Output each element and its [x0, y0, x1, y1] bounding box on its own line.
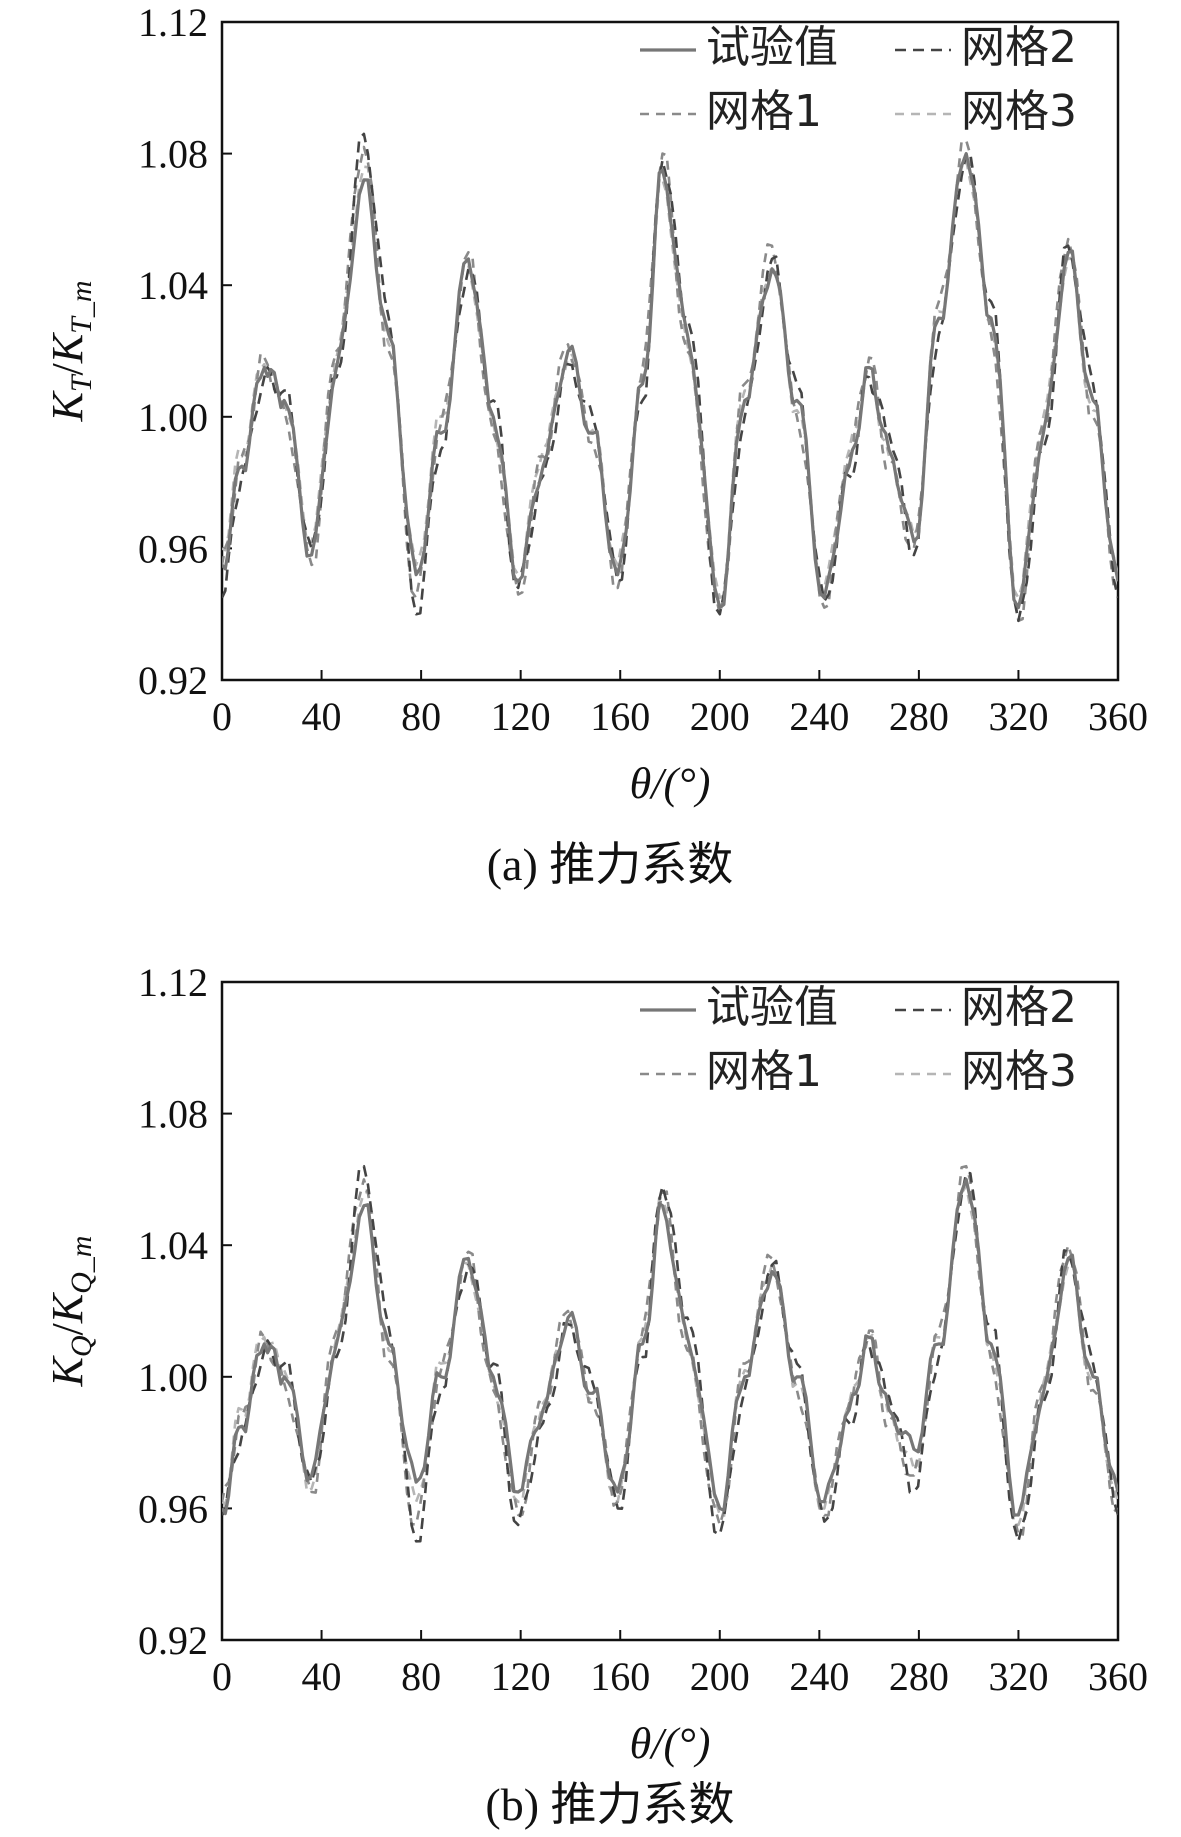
x-tick-label: 240 [789, 1654, 849, 1699]
x-tick-label: 320 [988, 1654, 1048, 1699]
y-tick-label: 1.12 [138, 960, 208, 1005]
y-title-num: K [43, 390, 92, 423]
legend-label-2: 网格1 [706, 86, 822, 137]
x-tick-label: 0 [212, 1654, 232, 1699]
y-tick-label: 1.08 [138, 132, 208, 177]
x-axis-title: θ/(°) [630, 759, 711, 808]
y-tick-label: 1.00 [138, 395, 208, 440]
legend-label-4: 网格3 [961, 1046, 1077, 1097]
y-tick-label: 1.00 [138, 1355, 208, 1400]
y-tick-label: 1.08 [138, 1092, 208, 1137]
panel-caption: (a) 推力系数 [487, 839, 734, 890]
legend-label-3: 网格2 [961, 982, 1077, 1033]
y-title-den-sub: Q_m [65, 1236, 98, 1294]
y-tick-label: 0.92 [138, 1618, 208, 1663]
legend-label-1: 试验值 [706, 22, 838, 73]
series-line-2 [222, 1164, 1118, 1538]
y-title-num-sub: Q [65, 1335, 98, 1357]
series-line-1 [222, 152, 1118, 610]
x-tick-label: 40 [302, 694, 342, 739]
x-tick-label: 320 [988, 694, 1048, 739]
y-title-slash: / [43, 362, 92, 375]
x-tick-label: 360 [1088, 1654, 1148, 1699]
x-tick-label: 120 [491, 694, 551, 739]
y-tick-label: 1.04 [138, 263, 208, 308]
x-tick-label: 80 [401, 694, 441, 739]
legend-label-1: 试验值 [706, 982, 838, 1033]
legend-label-3: 网格2 [961, 22, 1077, 73]
y-tick-label: 0.92 [138, 658, 208, 703]
x-tick-label: 0 [212, 694, 232, 739]
y-tick-label: 1.04 [138, 1223, 208, 1268]
y-title-den: K [43, 1291, 92, 1324]
y-title-den: K [43, 331, 92, 364]
x-tick-label: 80 [401, 1654, 441, 1699]
y-tick-label: 0.96 [138, 526, 208, 571]
y-tick-label: 1.12 [138, 0, 208, 45]
legend-label-2: 网格1 [706, 1046, 822, 1097]
chart-panel-a: 0 40 80 120 160 200 240 280 320 360 0.92 0.96 1.00 1.… [43, 0, 1148, 890]
series-line-2 [222, 139, 1118, 623]
x-tick-label: 360 [1088, 694, 1148, 739]
x-tick-label: 280 [889, 694, 949, 739]
x-tick-label: 40 [302, 1654, 342, 1699]
chart-panel-b: 0 40 80 120 160 200 240 280 320 360 0.92 0.96 1.00 1.… [43, 960, 1148, 1830]
y-axis-title: KT/KT_m [43, 281, 98, 423]
y-title-den-sub: T_m [65, 281, 98, 334]
y-title-slash: / [43, 1322, 92, 1335]
y-title-num: K [43, 1354, 92, 1387]
y-tick-label: 0.96 [138, 1486, 208, 1531]
x-tick-label: 200 [690, 1654, 750, 1699]
x-tick-label: 280 [889, 1654, 949, 1699]
y-axis-title: KQ/KQ_m [43, 1236, 98, 1388]
panel-caption: (b) 推力系数 [485, 1779, 734, 1830]
legend-label-4: 网格3 [961, 86, 1077, 137]
y-title-num-sub: T [65, 373, 98, 392]
series-line-1 [222, 1177, 1118, 1517]
plot-frame [220, 20, 1120, 682]
plot-frame [220, 980, 1120, 1642]
x-tick-label: 200 [690, 694, 750, 739]
x-tick-label: 160 [590, 1654, 650, 1699]
x-axis-title: θ/(°) [630, 1719, 711, 1768]
x-tick-label: 240 [789, 694, 849, 739]
x-tick-label: 120 [491, 1654, 551, 1699]
x-tick-label: 160 [590, 694, 650, 739]
series-line-3 [222, 1164, 1118, 1543]
